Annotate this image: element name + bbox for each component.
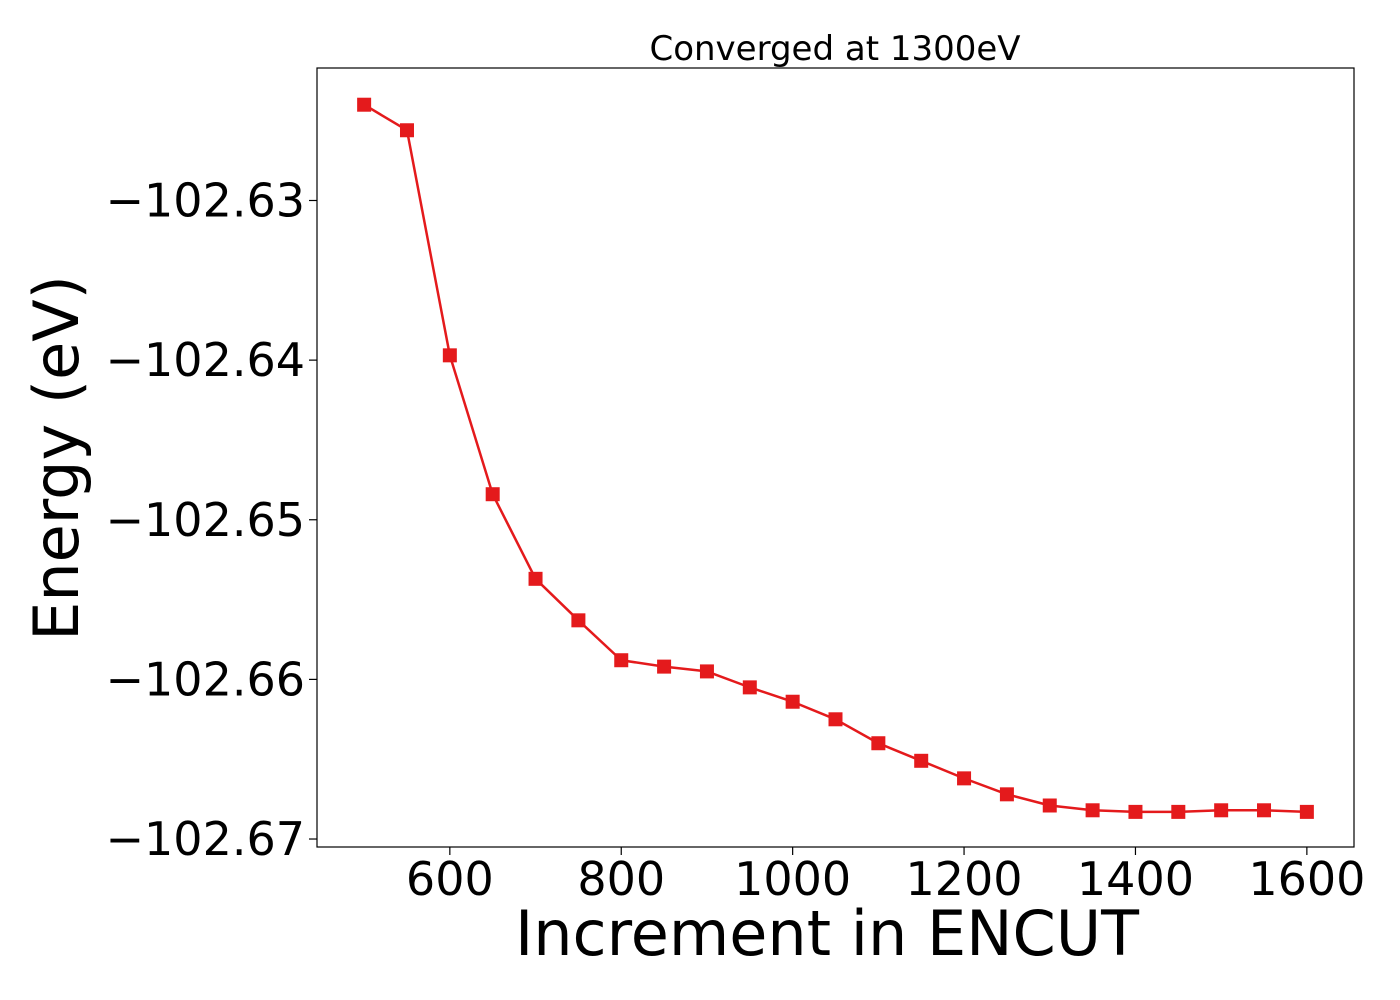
data-point-marker [1042, 798, 1057, 813]
x-axis-ticks: 600 800 1000 1200 1400 1600 [406, 847, 1365, 906]
y-tick-label: −102.66 [106, 652, 306, 706]
data-point-marker [357, 97, 372, 112]
y-tick-label: −102.67 [106, 812, 306, 866]
chart-title: Converged at 1300eV [649, 29, 1020, 69]
data-point-marker [957, 771, 972, 786]
data-point-marker [742, 680, 757, 695]
x-axis-label: Increment in ENCUT [515, 897, 1140, 970]
data-point-marker [571, 613, 586, 628]
x-tick-label: 1000 [734, 852, 851, 906]
data-point-marker [528, 571, 543, 586]
y-tick-label: −102.65 [106, 493, 306, 547]
data-point-marker [1257, 803, 1272, 818]
data-point-marker [1171, 804, 1186, 819]
data-point-marker [1214, 803, 1229, 818]
data-point-marker [1085, 803, 1100, 818]
y-tick-label: −102.64 [106, 333, 306, 387]
y-tick-label: −102.63 [106, 173, 306, 227]
data-point-marker [999, 787, 1014, 802]
y-axis-ticks: −102.63 −102.64 −102.65 −102.66 −102.67 [106, 173, 317, 866]
y-axis-label: Energy (eV) [20, 275, 93, 641]
x-tick-label: 1200 [906, 852, 1023, 906]
data-point-marker [828, 712, 843, 727]
data-point-marker [1299, 804, 1314, 819]
x-tick-label: 1400 [1077, 852, 1194, 906]
data-point-marker [785, 694, 800, 709]
data-point-marker [1128, 804, 1143, 819]
data-point-marker [657, 659, 672, 674]
data-point-marker [699, 664, 714, 679]
data-point-marker [485, 487, 500, 502]
data-point-marker [399, 123, 414, 138]
x-tick-label: 600 [406, 852, 494, 906]
data-point-marker [914, 753, 929, 768]
plot-area-frame [316, 67, 1355, 848]
data-series-layer [357, 97, 1314, 819]
data-point-marker [614, 653, 629, 668]
x-tick-label: 800 [577, 852, 665, 906]
x-tick-label: 1600 [1248, 852, 1365, 906]
data-point-marker [442, 348, 457, 363]
data-point-marker [871, 736, 886, 751]
